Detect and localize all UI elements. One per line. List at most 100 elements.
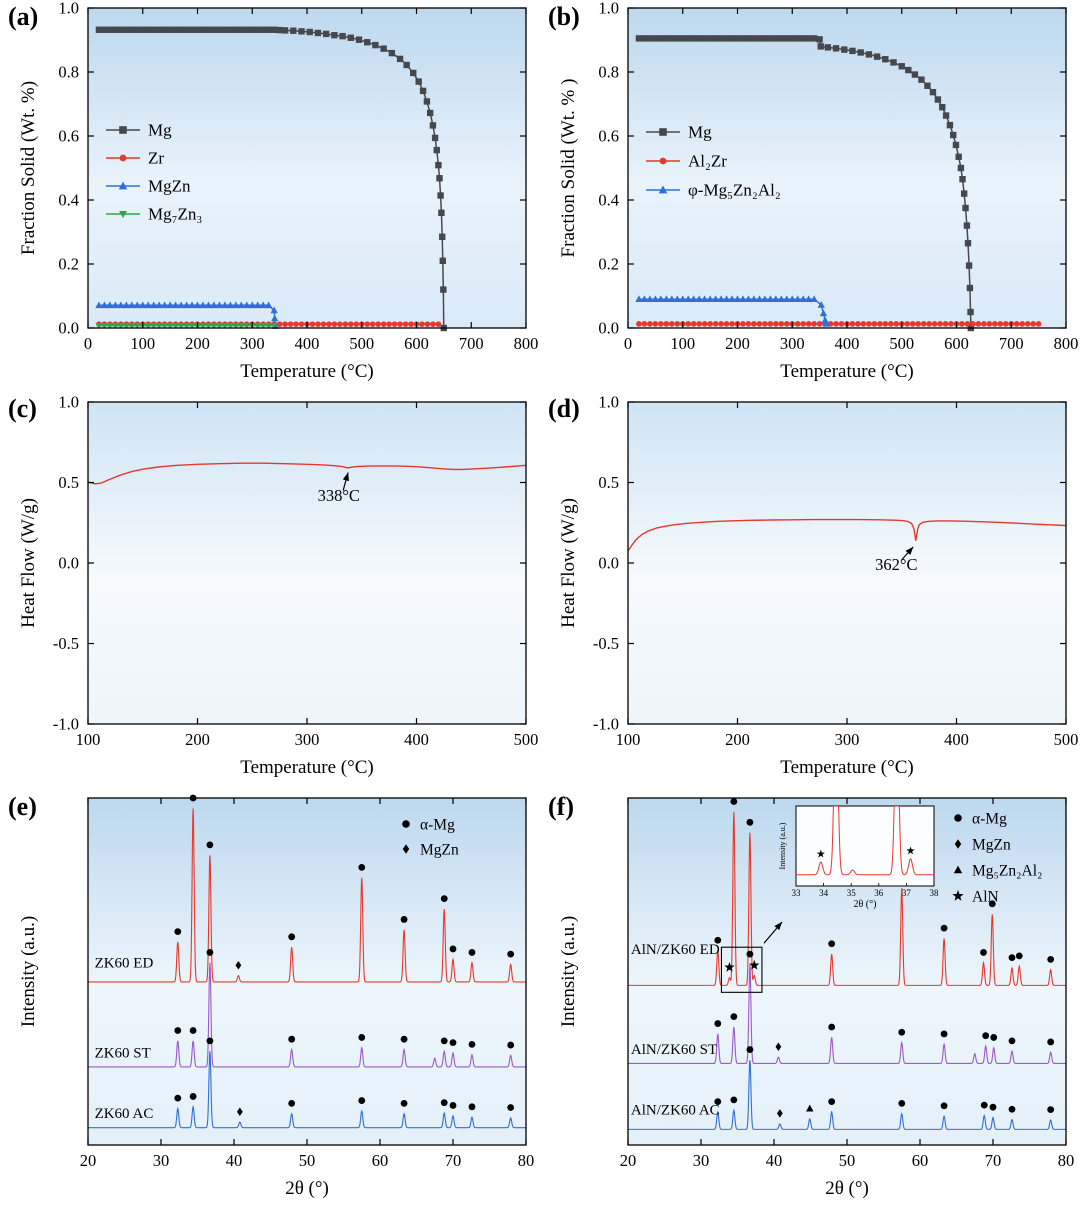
axes: 0 100 200 300 400 500 600 700 800 0.0 0.2 0.4 0.6 0.8… xyxy=(18,0,538,382)
axes: 100 200 300 400 500 -1.0 -0.5 0.0 0.5 1.0 Temperat… xyxy=(558,393,1078,779)
svg-text:1.0: 1.0 xyxy=(58,393,79,412)
svg-text:0.0: 0.0 xyxy=(58,554,79,573)
svg-text:0.0: 0.0 xyxy=(58,319,79,338)
svg-text:20: 20 xyxy=(620,1151,637,1170)
svg-text:MgZn: MgZn xyxy=(148,177,191,196)
svg-text:-0.5: -0.5 xyxy=(53,634,79,653)
panel-a-chart: 0 100 200 300 400 500 600 700 800 0.0 0.2 0.4 0.6 0.8… xyxy=(18,0,538,382)
svg-text:500: 500 xyxy=(349,334,374,353)
svg-text:0.0: 0.0 xyxy=(598,554,619,573)
svg-text:0.6: 0.6 xyxy=(58,127,79,146)
svg-text:Mg: Mg xyxy=(148,121,172,140)
legend: Mg Zr MgZn Mg₇Zn₃ xyxy=(106,121,202,224)
svg-text:Mg₇Zn₃: Mg₇Zn₃ xyxy=(148,205,202,224)
svg-text:50: 50 xyxy=(839,1151,856,1170)
svg-text:AlN/ZK60 AC: AlN/ZK60 AC xyxy=(631,1102,720,1118)
inset-plot: 33 34 35 36 37 38 2θ (°) Intensity (a.u.) xyxy=(763,805,940,944)
series-MgZn xyxy=(95,301,279,329)
svg-text:600: 600 xyxy=(404,334,429,353)
panel-b: 0 100 200 300 400 500 600 700 800 0.0 0.2 0.4 0.6 0.8… xyxy=(540,0,1080,392)
panel-a: 0 100 200 300 400 500 600 700 800 0.0 0.2 0.4 0.6 0.8… xyxy=(0,0,540,392)
svg-text:40: 40 xyxy=(226,1151,243,1170)
svg-text:400: 400 xyxy=(295,334,320,353)
svg-text:600: 600 xyxy=(944,334,969,353)
svg-text:Zr: Zr xyxy=(148,149,164,168)
svg-text:0.2: 0.2 xyxy=(58,255,79,274)
svg-text:Heat Flow (W/g): Heat Flow (W/g) xyxy=(558,498,579,628)
svg-text:α-Mg: α-Mg xyxy=(972,810,1007,827)
svg-text:800: 800 xyxy=(514,334,539,353)
legend: Mg Al₂Zr φ-Mg₅Zn₂Al₂ xyxy=(646,123,781,200)
svg-text:70: 70 xyxy=(445,1151,462,1170)
svg-text:Mg₅Zn₂Al₂: Mg₅Zn₂Al₂ xyxy=(972,862,1042,879)
svg-text:0.6: 0.6 xyxy=(598,127,619,146)
panel-e: ZK60 ED ZK60 ST ZK60 AC 20 30 40 50 60 70 80 2θ (°… xyxy=(0,790,540,1215)
annotation: 362°C xyxy=(875,546,917,574)
svg-text:Al₂Zr: Al₂Zr xyxy=(688,152,727,171)
svg-text:AlN: AlN xyxy=(972,888,999,905)
legend: α-Mg MgZn Mg₅Zn₂Al₂ AlN xyxy=(952,810,1042,905)
plot-series xyxy=(627,518,1067,552)
panel-d-chart: 100 200 300 400 500 -1.0 -0.5 0.0 0.5 1.0 Temperat… xyxy=(558,393,1078,779)
svg-text:100: 100 xyxy=(670,334,695,353)
svg-text:α-Mg: α-Mg xyxy=(420,816,455,833)
svg-text:60: 60 xyxy=(372,1151,389,1170)
axes: 100 200 300 400 500 -1.0 -0.5 0.0 0.5 1.0 Temperat… xyxy=(18,393,538,779)
svg-text:Heat Flow (W/g): Heat Flow (W/g) xyxy=(18,498,39,628)
plot-series xyxy=(635,35,1042,332)
series-DSC xyxy=(627,518,1067,552)
svg-text:362°C: 362°C xyxy=(875,555,917,574)
annotation: 338°C xyxy=(318,472,360,505)
svg-text:338°C: 338°C xyxy=(318,486,360,505)
panel-c-chart: 100 200 300 400 500 -1.0 -0.5 0.0 0.5 1.0 Temperat… xyxy=(18,393,538,779)
svg-text:36: 36 xyxy=(874,888,884,898)
svg-text:500: 500 xyxy=(514,730,539,749)
panel-e-label: (e) xyxy=(8,792,37,821)
svg-text:Fraction Solid (Wt. % ): Fraction Solid (Wt. % ) xyxy=(558,79,579,258)
svg-text:Temperature (°C): Temperature (°C) xyxy=(240,757,373,778)
svg-text:800: 800 xyxy=(1054,334,1079,353)
svg-text:700: 700 xyxy=(999,334,1024,353)
svg-text:Temperature (°C): Temperature (°C) xyxy=(780,757,913,778)
svg-text:40: 40 xyxy=(766,1151,783,1170)
svg-text:70: 70 xyxy=(985,1151,1002,1170)
svg-text:80: 80 xyxy=(1058,1151,1075,1170)
svg-text:0.8: 0.8 xyxy=(58,63,79,82)
svg-text:20: 20 xyxy=(80,1151,97,1170)
svg-text:Temperature (°C): Temperature (°C) xyxy=(240,361,373,382)
svg-text:300: 300 xyxy=(835,730,860,749)
svg-text:AlN/ZK60 ED: AlN/ZK60 ED xyxy=(631,942,720,958)
svg-text:100: 100 xyxy=(616,730,641,749)
panel-f-label: (f) xyxy=(548,792,574,821)
series-Mg₇Zn₃ xyxy=(95,322,278,329)
panel-b-label: (b) xyxy=(548,2,580,31)
svg-text:38: 38 xyxy=(930,888,940,898)
trace-AlN/ZK60 ST: AlN/ZK60 ST xyxy=(628,950,1066,1064)
panel-a-label: (a) xyxy=(8,2,39,31)
svg-text:Intensity (a.u.): Intensity (a.u.) xyxy=(558,916,579,1027)
plot-series xyxy=(87,462,527,485)
svg-text:0.4: 0.4 xyxy=(598,191,619,210)
trace-AlN/ZK60 AC: AlN/ZK60 AC xyxy=(628,1046,1066,1130)
plot-series: ZK60 ED ZK60 ST ZK60 AC xyxy=(88,794,526,1129)
trace-ZK60 ED: ZK60 ED xyxy=(88,794,526,983)
svg-text:0.2: 0.2 xyxy=(598,255,619,274)
panel-d-label: (d) xyxy=(548,394,580,423)
svg-text:Intensity (a.u.): Intensity (a.u.) xyxy=(778,822,787,869)
legend: α-Mg MgZn xyxy=(402,816,459,858)
svg-text:-1.0: -1.0 xyxy=(593,715,619,734)
panel-d: 100 200 300 400 500 -1.0 -0.5 0.0 0.5 1.0 Temperat… xyxy=(540,392,1080,790)
svg-text:50: 50 xyxy=(299,1151,316,1170)
svg-text:0.5: 0.5 xyxy=(598,473,619,492)
svg-text:200: 200 xyxy=(725,334,750,353)
svg-text:400: 400 xyxy=(404,730,429,749)
svg-text:1.0: 1.0 xyxy=(58,0,79,18)
svg-text:400: 400 xyxy=(944,730,969,749)
svg-text:-0.5: -0.5 xyxy=(593,634,619,653)
svg-text:Fraction Solid (Wt. %): Fraction Solid (Wt. %) xyxy=(18,81,39,255)
svg-text:700: 700 xyxy=(459,334,484,353)
axes: 0 100 200 300 400 500 600 700 800 0.0 0.2 0.4 0.6 0.8… xyxy=(558,0,1078,382)
svg-text:300: 300 xyxy=(295,730,320,749)
plot-series: AlN/ZK60 ED AlN/ZK60 ST AlN/ZK60 AC xyxy=(628,798,1066,1130)
